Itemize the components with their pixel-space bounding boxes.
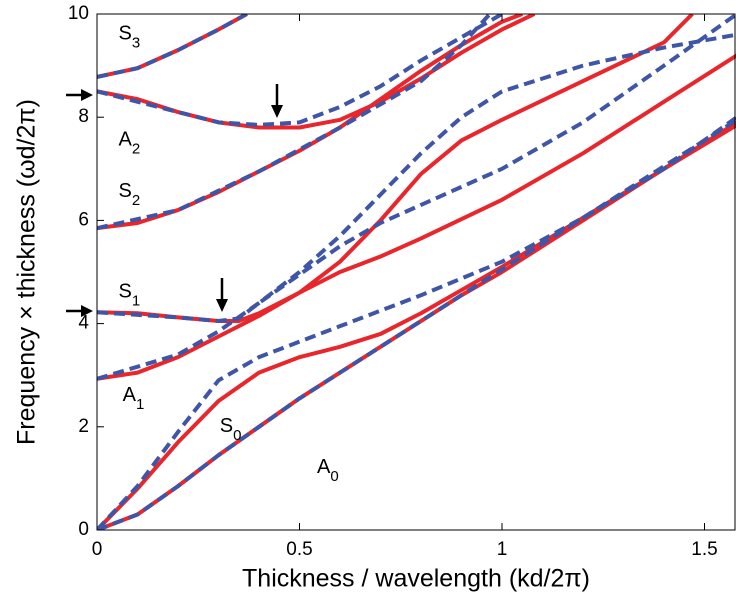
curve <box>97 14 503 127</box>
y-tick-label: 6 <box>78 209 89 230</box>
x-tick-label: 0.5 <box>286 539 312 560</box>
mode-label: A0 <box>317 456 339 485</box>
mode-label: S1 <box>119 281 141 310</box>
mode-label: S3 <box>119 23 141 52</box>
y-tick-label: 8 <box>78 106 89 127</box>
mode-letter: S <box>119 180 132 202</box>
x-tick-label: 1 <box>497 539 508 560</box>
curve <box>97 118 736 530</box>
curve <box>97 14 248 79</box>
plot-lines <box>97 14 736 530</box>
mode-index: 1 <box>136 396 144 413</box>
mode-label: A2 <box>119 129 141 158</box>
mode-letter: A <box>123 384 137 406</box>
x-tick-label: 0 <box>92 539 103 560</box>
mode-letter: A <box>317 456 331 478</box>
curve <box>97 14 694 381</box>
mode-letter: A <box>119 129 133 151</box>
y-axis-label: Frequency × thickness (ωd/2π) <box>13 99 41 445</box>
mode-index: 2 <box>132 140 140 157</box>
mode-label: S2 <box>119 180 141 209</box>
curve <box>97 32 736 381</box>
curve <box>97 14 492 231</box>
mode-index: 0 <box>233 427 241 444</box>
curve <box>97 14 736 324</box>
curve <box>97 123 736 530</box>
y-tick-label: 4 <box>78 313 89 334</box>
y-tick-label: 0 <box>78 519 89 540</box>
mode-letter: S <box>119 23 132 45</box>
mode-index: 3 <box>132 35 140 52</box>
mode-index: 1 <box>132 293 140 310</box>
mode-label: S0 <box>220 415 242 444</box>
mode-index: 2 <box>132 192 140 209</box>
x-axis-label: Thickness / wavelength (kd/2π) <box>242 565 590 593</box>
mode-index: 0 <box>330 468 338 485</box>
arrows <box>66 84 283 317</box>
mode-letter: S <box>119 281 132 303</box>
x-tick-label: 1.5 <box>691 539 717 560</box>
y-tick-label: 10 <box>68 3 89 24</box>
plot-frame <box>96 13 736 531</box>
mode-letter: S <box>220 415 233 437</box>
curve <box>97 53 736 324</box>
mode-label: A1 <box>123 384 145 413</box>
y-tick-label: 2 <box>78 416 89 437</box>
